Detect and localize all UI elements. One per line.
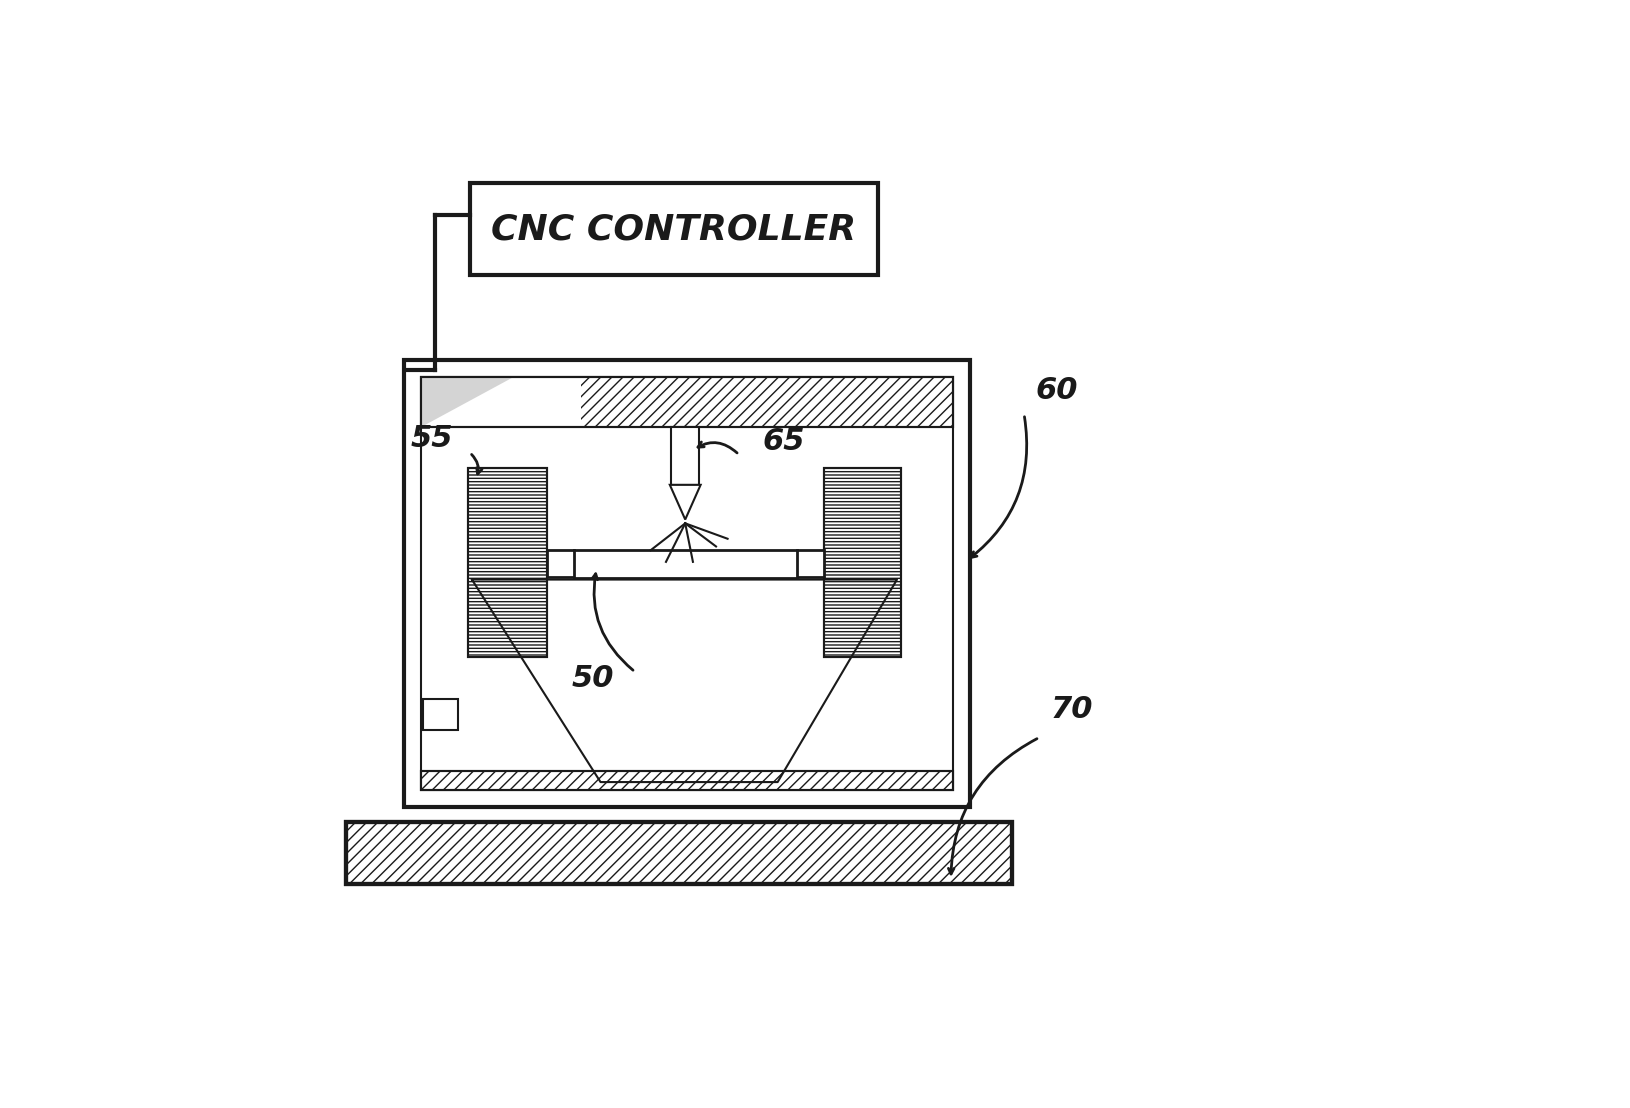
Bar bbox=[421, 770, 954, 790]
Bar bbox=[421, 377, 954, 427]
Polygon shape bbox=[421, 377, 513, 427]
Text: 50: 50 bbox=[572, 665, 615, 694]
Bar bbox=[421, 770, 954, 790]
Bar bbox=[823, 468, 901, 657]
Bar bbox=[404, 360, 970, 807]
Bar bbox=[424, 699, 458, 730]
Text: 60: 60 bbox=[1035, 376, 1077, 404]
Bar bbox=[580, 377, 954, 427]
Bar bbox=[823, 468, 901, 657]
Bar bbox=[468, 468, 546, 657]
Bar bbox=[421, 377, 954, 790]
Polygon shape bbox=[670, 485, 701, 520]
Text: 55: 55 bbox=[411, 424, 453, 453]
Bar bbox=[546, 551, 574, 577]
Bar bbox=[347, 822, 1012, 884]
Bar bbox=[468, 468, 546, 657]
Bar bbox=[469, 183, 877, 276]
Bar bbox=[421, 377, 954, 427]
Bar bbox=[347, 822, 1012, 884]
Bar bbox=[823, 468, 901, 657]
Text: CNC CONTROLLER: CNC CONTROLLER bbox=[491, 213, 856, 246]
Bar bbox=[468, 468, 546, 657]
Text: 70: 70 bbox=[1051, 695, 1094, 725]
Bar bbox=[421, 770, 954, 790]
Bar bbox=[797, 551, 823, 577]
Bar bbox=[672, 427, 699, 485]
Bar bbox=[347, 822, 1012, 884]
Text: 65: 65 bbox=[763, 428, 805, 456]
